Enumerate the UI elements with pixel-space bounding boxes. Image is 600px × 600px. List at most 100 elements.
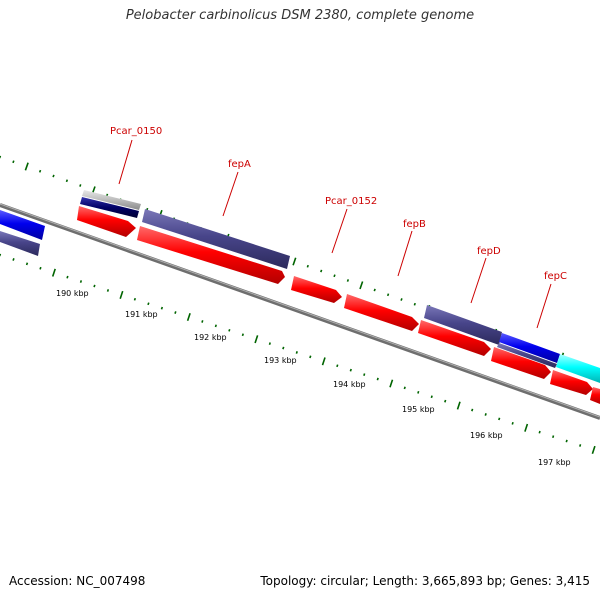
minor-tick xyxy=(268,342,271,345)
major-tick xyxy=(51,268,56,277)
svg-text:Pcar_0150: Pcar_0150 xyxy=(110,126,162,137)
cds-arrow xyxy=(550,370,593,395)
major-tick xyxy=(24,162,29,171)
cds-arrow xyxy=(291,276,342,303)
minor-tick xyxy=(444,399,447,403)
major-tick xyxy=(321,357,326,366)
feature-navy xyxy=(80,197,139,218)
minor-tick xyxy=(214,324,217,328)
minor-tick xyxy=(306,264,309,268)
svg-text:fepA: fepA xyxy=(228,159,251,170)
minor-tick xyxy=(282,346,285,350)
scale-labels: 190 kbp 191 kbp 192 kbp 193 kbp 194 kbp … xyxy=(56,289,571,467)
feature-purple-left xyxy=(0,231,40,256)
major-tick xyxy=(119,290,124,299)
feature-purple-lower xyxy=(497,343,557,368)
scale-label: 191 kbp xyxy=(125,310,158,319)
label-fepD: fepD xyxy=(470,246,501,304)
minor-tick xyxy=(413,302,416,306)
cds-arrow xyxy=(590,387,600,404)
major-tick xyxy=(254,335,259,344)
genome-title: Pelobacter carbinolicus DSM 2380, comple… xyxy=(125,8,475,23)
feature-track-outer xyxy=(0,190,600,383)
scale-label: 193 kbp xyxy=(264,356,297,365)
minor-tick xyxy=(552,435,555,439)
cds-arrow xyxy=(344,294,419,331)
minor-tick xyxy=(79,184,82,187)
minor-tick xyxy=(38,169,42,173)
feature-track-inner xyxy=(77,206,600,404)
minor-tick xyxy=(201,320,204,323)
major-tick xyxy=(591,445,596,454)
cds-arrow xyxy=(491,347,551,379)
minor-tick xyxy=(349,368,352,372)
genome-summary-text: Topology: circular; Length: 3,665,893 bp… xyxy=(260,574,590,588)
feature-fepD xyxy=(424,305,502,345)
minor-tick xyxy=(12,258,15,261)
minor-tick xyxy=(25,262,29,266)
minor-tick xyxy=(373,288,376,292)
svg-text:fepD: fepD xyxy=(477,246,501,257)
minor-tick xyxy=(511,421,514,425)
minor-tick xyxy=(52,174,55,178)
scale-label: 194 kbp xyxy=(333,380,366,389)
minor-tick xyxy=(106,289,110,292)
minor-tick xyxy=(228,328,231,332)
accession-text: Accession: NC_007498 xyxy=(9,574,146,588)
minor-tick xyxy=(376,377,379,381)
minor-tick xyxy=(241,333,244,337)
feature-blue-left xyxy=(0,210,45,240)
scale-label: 197 kbp xyxy=(538,458,571,467)
minor-tick xyxy=(39,266,42,270)
major-tick xyxy=(292,257,297,266)
minor-tick xyxy=(336,364,339,368)
minor-tick xyxy=(65,179,69,183)
minor-tick xyxy=(403,386,406,390)
cds-arrow xyxy=(137,226,285,284)
label-fepB: fepB xyxy=(397,219,426,277)
label-Pcar_0152: Pcar_0152 xyxy=(325,196,377,254)
feature-fepA xyxy=(142,209,290,269)
major-tick xyxy=(389,379,394,388)
feature-cyan xyxy=(556,354,600,383)
major-tick xyxy=(186,312,191,322)
minor-tick xyxy=(430,395,433,399)
minor-tick xyxy=(320,269,323,273)
feature-grey xyxy=(82,190,141,210)
inner-tick-marks xyxy=(0,253,596,454)
minor-tick xyxy=(309,355,312,359)
label-fepA: fepA xyxy=(222,159,251,217)
minor-tick xyxy=(147,302,150,306)
minor-tick xyxy=(579,444,582,447)
major-tick xyxy=(524,423,529,432)
cds-arrow xyxy=(77,206,136,237)
minor-tick xyxy=(417,390,420,394)
backbone xyxy=(0,203,600,420)
major-tick xyxy=(359,281,364,290)
minor-tick xyxy=(386,293,390,297)
scale-label: 190 kbp xyxy=(56,289,89,298)
label-fepC: fepC xyxy=(536,271,567,329)
svg-text:Pcar_0152: Pcar_0152 xyxy=(325,196,377,207)
minor-tick xyxy=(484,413,487,416)
minor-tick xyxy=(471,408,474,412)
minor-tick xyxy=(12,160,15,164)
scale-label: 195 kbp xyxy=(402,405,435,414)
scale-label: 196 kbp xyxy=(470,431,503,440)
svg-text:fepC: fepC xyxy=(544,271,567,282)
feature-blue-upper xyxy=(499,333,560,363)
minor-tick xyxy=(346,279,350,282)
minor-tick xyxy=(363,373,366,376)
minor-tick xyxy=(295,351,298,354)
minor-tick xyxy=(133,297,137,301)
scale-label: 192 kbp xyxy=(194,333,227,342)
minor-tick xyxy=(160,306,164,310)
minor-tick xyxy=(565,439,568,443)
label-Pcar_0150: Pcar_0150 xyxy=(110,126,162,185)
minor-tick xyxy=(79,280,83,283)
minor-tick xyxy=(498,417,501,421)
minor-tick xyxy=(93,284,96,288)
gene-labels: Pcar_0150 fepA Pcar_0152 fepB fepD fepC xyxy=(110,126,567,329)
minor-tick xyxy=(333,274,336,278)
svg-text:fepB: fepB xyxy=(403,219,426,230)
